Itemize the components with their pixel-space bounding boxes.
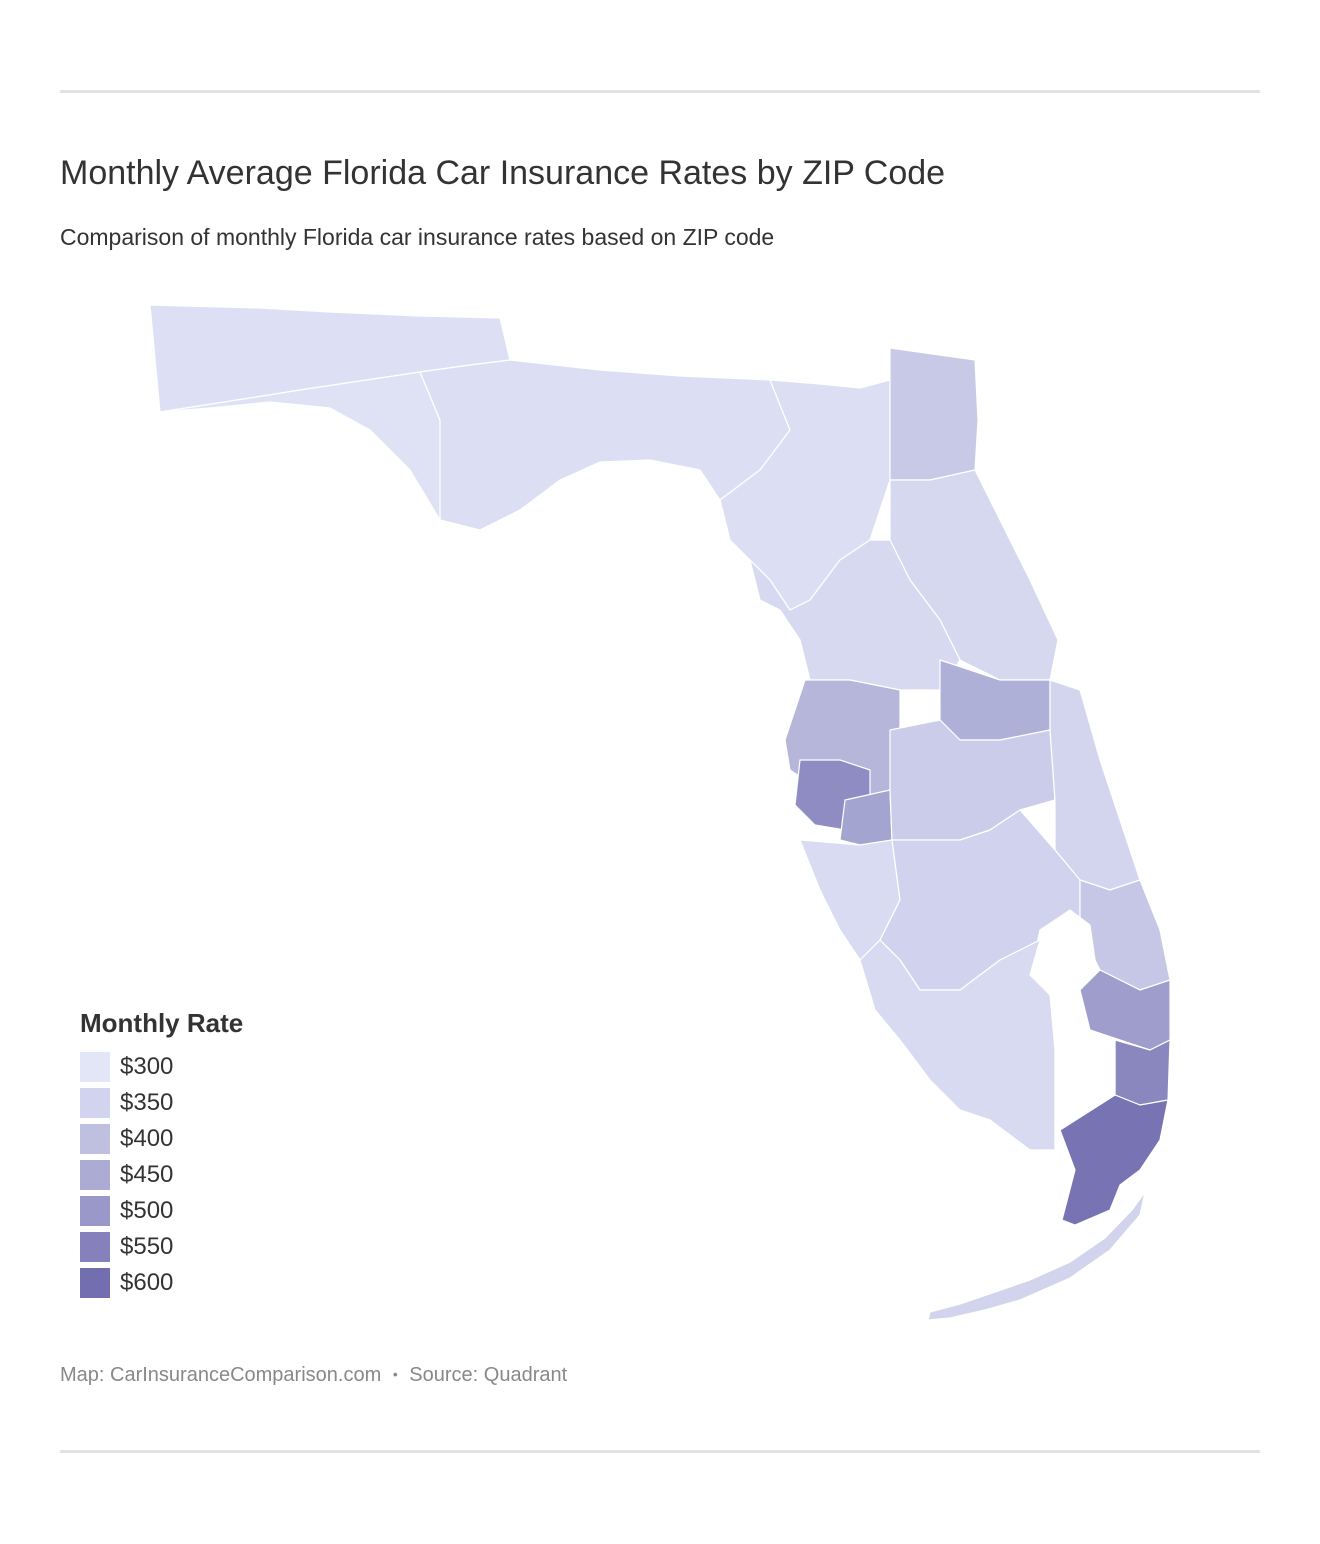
legend-label: $450: [120, 1161, 174, 1188]
region-panhandle-east[interactable]: [419, 359, 791, 531]
legend-label: $400: [120, 1125, 174, 1152]
legend-items: $300 $350 $400 $450 $500 $550 $600: [80, 1049, 243, 1301]
region-miami-dade[interactable]: [1059, 1094, 1169, 1226]
legend-label: $300: [120, 1053, 174, 1080]
map-credit: Map: CarInsuranceComparison.com: [60, 1364, 382, 1386]
region-everglades: [1054, 1029, 1116, 1151]
legend-item: $400: [80, 1121, 243, 1157]
map-title: Monthly Average Florida Car Insurance Ra…: [60, 154, 946, 192]
map-credit-line: Map: CarInsuranceComparison.com • Source…: [60, 1364, 567, 1387]
top-divider: [60, 90, 1260, 93]
data-source: Source: Quadrant: [409, 1364, 568, 1386]
credit-separator: •: [392, 1366, 398, 1382]
legend-item: $450: [80, 1157, 243, 1193]
legend-title: Monthly Rate: [80, 1008, 244, 1038]
region-treasure-coast[interactable]: [1079, 879, 1171, 991]
legend-swatch: [80, 1268, 110, 1298]
region-florida-keys[interactable]: [927, 1191, 1146, 1321]
legend-swatch: [80, 1196, 110, 1226]
legend-item: $350: [80, 1085, 243, 1121]
bottom-divider: [60, 1450, 1260, 1453]
legend-swatch: [80, 1160, 110, 1190]
region-northeast-jacksonville[interactable]: [889, 347, 979, 481]
legend-swatch: [80, 1088, 110, 1118]
map-legend: Monthly Rate $300 $350 $400 $450 $500 $550 $60…: [80, 1008, 243, 1301]
region-broward[interactable]: [1114, 1039, 1171, 1106]
florida-zip-map[interactable]: [140, 295, 1200, 1335]
legend-swatch: [80, 1124, 110, 1154]
legend-item: $300: [80, 1049, 243, 1085]
legend-label: $500: [120, 1197, 174, 1224]
region-space-coast[interactable]: [1049, 679, 1141, 891]
legend-label: $550: [120, 1233, 174, 1260]
legend-item: $550: [80, 1229, 243, 1265]
legend-item: $600: [80, 1265, 243, 1301]
legend-label: $350: [120, 1089, 174, 1116]
legend-swatch: [80, 1232, 110, 1262]
map-subtitle: Comparison of monthly Florida car insura…: [60, 224, 775, 250]
legend-item: $500: [80, 1193, 243, 1229]
region-southwest-coast[interactable]: [859, 939, 1056, 1151]
legend-label: $600: [120, 1269, 174, 1296]
legend-swatch: [80, 1052, 110, 1082]
region-nature-coast[interactable]: [749, 539, 961, 691]
